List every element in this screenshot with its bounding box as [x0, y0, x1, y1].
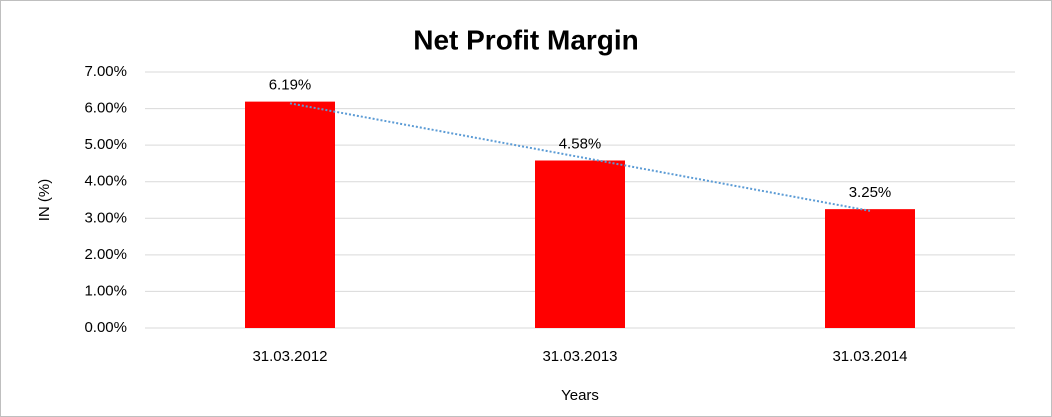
x-tick-label: 31.03.2013: [542, 348, 617, 365]
bar: [825, 209, 915, 328]
y-axis-label: IN (%): [36, 179, 53, 222]
chart-title: Net Profit Margin: [413, 24, 639, 55]
y-tick-label: 1.00%: [84, 282, 127, 299]
y-tick-label: 7.00%: [84, 63, 127, 80]
data-label: 6.19%: [269, 77, 312, 94]
x-tick-label: 31.03.2012: [252, 348, 327, 365]
y-tick-label: 3.00%: [84, 209, 127, 226]
data-label: 4.58%: [559, 135, 602, 152]
y-tick-label: 5.00%: [84, 136, 127, 153]
x-axis-label: Years: [561, 387, 599, 404]
bar: [245, 101, 335, 328]
x-tick-label: 31.03.2014: [832, 348, 907, 365]
y-tick-label: 0.00%: [84, 319, 127, 336]
y-tick-label: 2.00%: [84, 246, 127, 263]
data-label: 3.25%: [849, 184, 892, 201]
y-tick-label: 6.00%: [84, 100, 127, 117]
bar: [535, 160, 625, 328]
y-tick-label: 4.00%: [84, 173, 127, 190]
